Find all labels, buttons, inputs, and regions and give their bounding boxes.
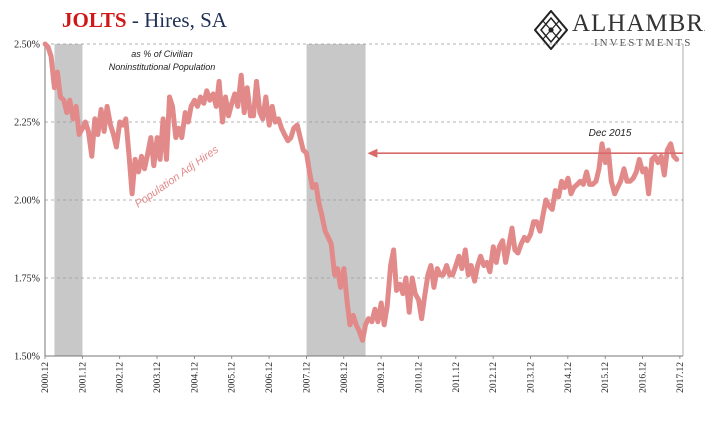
series-line <box>42 41 680 343</box>
annotation-layer: as % of Civilian Noninstitutional Populat… <box>109 49 683 210</box>
y-tick-label: 1.50% <box>14 352 40 363</box>
title-separator: - <box>126 8 145 32</box>
title-rest: Hires, SA <box>144 8 227 32</box>
x-tick-label: 2013.12 <box>526 362 536 393</box>
x-tick-label: 2012.12 <box>489 362 499 393</box>
logo-brand: ALHAMBRA <box>572 10 705 37</box>
subtitle-line: as % of Civilian <box>131 49 193 59</box>
arrow-label: Dec 2015 <box>589 128 632 139</box>
x-tick-label: 2005.12 <box>228 362 238 393</box>
x-tick-label: 2015.12 <box>601 362 611 393</box>
y-tick-label: 2.00% <box>14 196 40 207</box>
arrow-head <box>367 148 378 158</box>
series-layer <box>42 41 680 343</box>
y-tick-label: 2.25% <box>14 118 40 129</box>
x-tick-label: 2017.12 <box>676 362 686 393</box>
axes: 1.50% 1.75% 2.00% 2.25% 2.50% 2000.12 2001.12 2… <box>14 40 686 393</box>
x-tick-label: 2014.12 <box>564 362 574 393</box>
x-tick-label: 2010.12 <box>414 362 424 393</box>
x-tick-label: 2006.12 <box>265 362 275 393</box>
y-gridlines <box>45 43 683 279</box>
title-main: JOLTS <box>62 8 127 32</box>
alhambra-logo: ALHAMBRA INVESTMENTS <box>534 10 705 52</box>
x-tick-label: 2002.12 <box>116 362 126 393</box>
x-tick-label: 2001.12 <box>78 362 88 393</box>
x-tick-label: 2003.12 <box>153 362 163 393</box>
subtitle-line: Noninstitutional Population <box>109 62 216 72</box>
x-tick-label: 2011.12 <box>452 362 462 393</box>
y-tick-label: 1.75% <box>14 274 40 285</box>
chart-title: JOLTS - Hires, SA <box>62 8 227 33</box>
chart-subtitle: as % of Civilian Noninstitutional Populat… <box>109 49 216 72</box>
x-tick-label: 2000.12 <box>41 362 51 393</box>
diamond-lattice-icon <box>534 10 568 50</box>
y-tick-label: 2.50% <box>14 40 40 51</box>
logo-sub: INVESTMENTS <box>594 37 693 49</box>
x-tick-label: 2007.12 <box>302 362 312 393</box>
x-tick-label: 2004.12 <box>190 362 200 393</box>
x-tick-label: 2009.12 <box>377 362 387 393</box>
x-tick-label: 2016.12 <box>639 362 649 393</box>
x-tick-label: 2008.12 <box>340 362 350 393</box>
